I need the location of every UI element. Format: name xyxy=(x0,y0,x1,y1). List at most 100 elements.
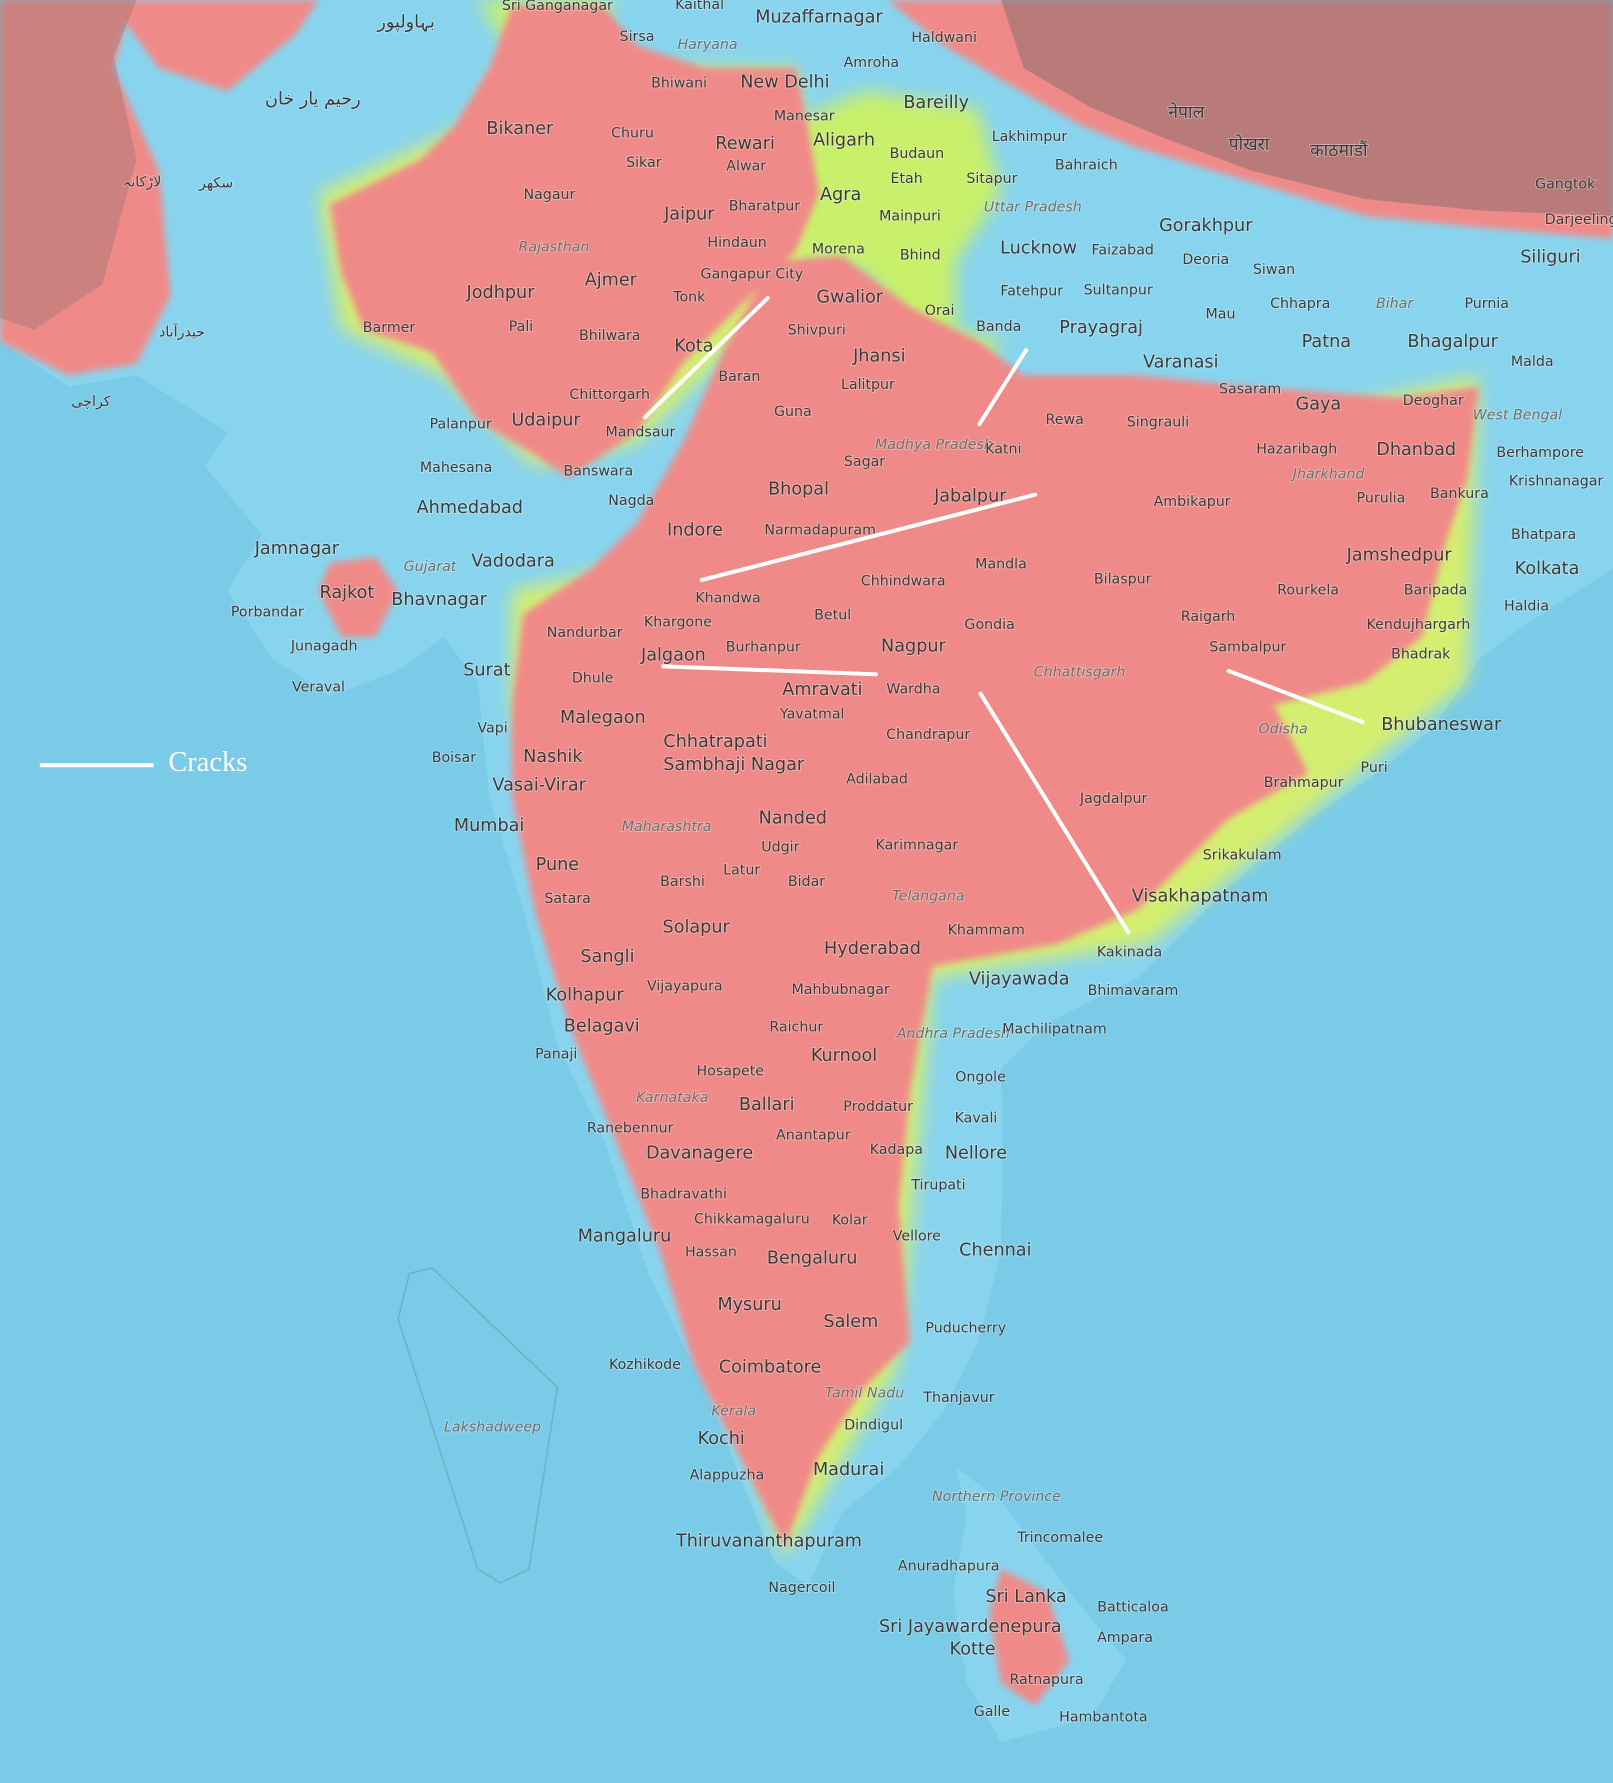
city-label: Adilabad xyxy=(846,771,908,787)
city-label: Jamshedpur xyxy=(1346,546,1453,566)
city-label: नेपाल xyxy=(1168,102,1205,123)
city-label: Vapi xyxy=(477,720,507,736)
city-label: Vijayawada xyxy=(969,970,1070,990)
city-label: Chhatrapati xyxy=(663,732,767,752)
city-label: Raichur xyxy=(769,1019,823,1035)
city-label: Bareilly xyxy=(903,93,969,113)
city-label: Betul xyxy=(814,608,851,624)
city-label: Tonk xyxy=(672,289,706,305)
city-label: Burhanpur xyxy=(726,640,801,656)
city-label: Bikaner xyxy=(486,119,554,139)
city-label: Chhindwara xyxy=(861,574,946,590)
city-label: Ahmedabad xyxy=(417,498,523,518)
city-label: Amroha xyxy=(844,55,899,71)
city-label: Nagaur xyxy=(523,187,575,203)
city-label: Ratnapura xyxy=(1009,1672,1083,1688)
city-label: Muzaffarnagar xyxy=(755,8,883,28)
city-label: Hassan xyxy=(685,1245,737,1261)
city-label: Khargone xyxy=(644,615,712,631)
crack-line xyxy=(661,664,878,677)
city-label: Kendujhargarh xyxy=(1367,617,1471,633)
crack-line xyxy=(978,691,1131,935)
city-label: Kozhikode xyxy=(609,1357,681,1373)
region-label: Gujarat xyxy=(404,559,457,575)
city-label: Batticaloa xyxy=(1097,1599,1168,1615)
city-label: Visakhapatnam xyxy=(1132,887,1269,907)
city-label: رحیم یار خان xyxy=(265,90,361,110)
city-label: Tirupati xyxy=(910,1177,965,1193)
city-label: Jabalpur xyxy=(933,486,1007,506)
crack-line xyxy=(699,492,1038,582)
city-label: Baripada xyxy=(1404,583,1468,599)
city-label: Khammam xyxy=(948,923,1025,939)
city-label: Sambhaji Nagar xyxy=(663,755,805,775)
city-label: Chandrapur xyxy=(886,727,970,743)
city-label: Sasaram xyxy=(1219,381,1281,397)
city-label: Guna xyxy=(774,404,812,420)
city-label: Chittorgarh xyxy=(569,387,650,403)
city-label: Gaya xyxy=(1296,394,1342,414)
region-label: Uttar Pradesh xyxy=(984,200,1082,216)
city-label: Mangaluru xyxy=(578,1227,672,1247)
city-label: Barmer xyxy=(363,320,416,336)
region-label: West Bengal xyxy=(1473,408,1562,424)
city-label: Baran xyxy=(718,369,760,385)
city-label: Junagadh xyxy=(290,638,358,654)
crack-line xyxy=(1226,668,1365,725)
city-label: لاڑکانہ xyxy=(123,174,161,190)
region-label: Bihar xyxy=(1376,296,1414,312)
city-label: Kadapa xyxy=(870,1142,923,1158)
city-label: Amravati xyxy=(782,680,862,700)
city-label: Manesar xyxy=(774,109,835,125)
city-label: Ballari xyxy=(739,1095,795,1115)
city-label: Lalitpur xyxy=(841,377,895,393)
city-label: New Delhi xyxy=(740,73,829,93)
city-label: Bhilwara xyxy=(579,328,641,344)
city-label: Kota xyxy=(674,336,713,356)
city-label: Karimnagar xyxy=(876,837,959,853)
city-label: Sangli xyxy=(580,947,634,967)
city-label: Faizabad xyxy=(1092,243,1154,259)
city-label: سکھر xyxy=(198,176,233,192)
city-label: Davanagere xyxy=(646,1144,753,1164)
city-label: Pali xyxy=(509,319,534,335)
city-label: Sikar xyxy=(626,155,662,171)
city-label: Vijayapura xyxy=(647,978,723,994)
city-label: Sri Lanka xyxy=(985,1587,1066,1607)
city-label: Rewa xyxy=(1046,412,1084,428)
city-label: Dhanbad xyxy=(1376,440,1456,460)
city-label: Lakhimpur xyxy=(992,129,1068,145)
city-label: Purulia xyxy=(1357,491,1406,507)
city-label: Gondia xyxy=(964,617,1014,633)
city-label: Madurai xyxy=(813,1460,884,1480)
city-label: Alappuzha xyxy=(690,1467,765,1483)
city-label: Ambikapur xyxy=(1154,494,1231,510)
city-label: Veraval xyxy=(292,679,345,695)
city-label: Sitapur xyxy=(966,171,1017,187)
city-label: Deoghar xyxy=(1403,393,1464,409)
city-label: Agra xyxy=(820,185,861,205)
city-label: Yavatmal xyxy=(779,707,845,723)
city-label: Latur xyxy=(723,862,760,878)
city-label: Purnia xyxy=(1464,296,1509,312)
city-label: کراچی xyxy=(71,394,110,410)
crack-line xyxy=(977,348,1029,427)
city-label: Siwan xyxy=(1253,262,1295,278)
city-label: Mau xyxy=(1206,306,1236,322)
city-label: Chhapra xyxy=(1270,296,1330,312)
city-label: Nagpur xyxy=(881,637,946,657)
city-label: Mainpuri xyxy=(879,209,941,225)
city-label: Bilaspur xyxy=(1094,571,1152,587)
city-label: काठमाडौं xyxy=(1310,140,1368,161)
region-label: Tamil Nadu xyxy=(825,1386,904,1402)
city-label: Ranebennur xyxy=(587,1121,674,1137)
city-label: حیدرآباد xyxy=(159,323,205,341)
city-label: Gangtok xyxy=(1535,177,1596,193)
city-label: Dindigul xyxy=(844,1417,903,1433)
city-label: Bhadrak xyxy=(1391,646,1451,662)
city-label: Rajkot xyxy=(320,583,375,603)
city-label: Porbandar xyxy=(231,604,304,620)
city-label: Morena xyxy=(812,242,865,258)
city-label: Hosapete xyxy=(697,1064,765,1080)
